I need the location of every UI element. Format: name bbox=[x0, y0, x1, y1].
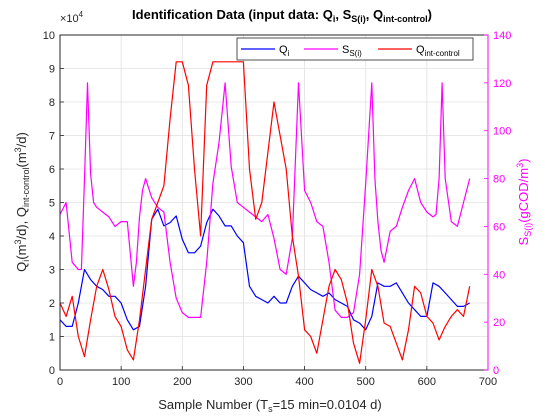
x-tick-label: 200 bbox=[173, 376, 191, 388]
x-tick-label: 700 bbox=[479, 376, 497, 388]
y-left-tick-label: 2 bbox=[49, 298, 55, 310]
title-prefix: Identification Data (input data: Q bbox=[132, 7, 333, 22]
y-right-tick-label: 0 bbox=[493, 365, 499, 377]
legend-box bbox=[236, 37, 474, 61]
legend-label-qi: Qi bbox=[279, 44, 290, 58]
legend: Qi SS(i) Qint-control bbox=[236, 37, 474, 61]
ylabel-left-p4: (m bbox=[14, 152, 29, 167]
x-tick-label: 400 bbox=[295, 376, 313, 388]
title-sub3: int-control bbox=[383, 14, 428, 24]
ylabel-right-p3: ) bbox=[516, 159, 531, 163]
chart-title: Identification Data (input data: Qi, SS(… bbox=[132, 7, 432, 24]
y-left-tick-label: 5 bbox=[49, 198, 55, 210]
title-suffix: ) bbox=[428, 7, 432, 22]
y-left-tick-label: 9 bbox=[49, 64, 55, 76]
y-right-tick-label: 80 bbox=[493, 174, 505, 186]
y-left-tick-label: 4 bbox=[49, 231, 55, 243]
title-sub2: S(i) bbox=[351, 14, 366, 24]
legend-qint-sub: int-control bbox=[425, 49, 460, 58]
xlabel-suffix: =15 min=0.0104 d) bbox=[273, 397, 382, 412]
series-ss-line bbox=[59, 82, 471, 318]
legend-qint-main: Q bbox=[416, 44, 425, 56]
ylabel-right-p1: S bbox=[516, 236, 531, 245]
legend-qi-main: Q bbox=[279, 44, 288, 56]
y-left-tick-label: 10 bbox=[43, 30, 55, 42]
x-tick-label: 0 bbox=[57, 376, 63, 388]
y-left-tick-label: 3 bbox=[49, 265, 55, 277]
legend-ss-main: S bbox=[342, 44, 349, 56]
legend-ss-sub: S(i) bbox=[349, 49, 362, 58]
title-sub1: i bbox=[333, 14, 336, 24]
y-axis-label-left: Qi(m3/d), Qint-control(m3/d) bbox=[13, 132, 31, 272]
legend-label-ss: SS(i) bbox=[342, 44, 362, 58]
x-tick-label: 600 bbox=[418, 376, 436, 388]
ylabel-left-p3: /d), Q bbox=[14, 207, 29, 240]
x-axis-label: Sample Number (Ts=15 min=0.0104 d) bbox=[158, 397, 381, 414]
y-right-tick-label: 20 bbox=[493, 317, 505, 329]
y-left-tick-label: 1 bbox=[49, 332, 55, 344]
ylabel-left-p2: (m bbox=[14, 245, 29, 260]
y-left-tick-label: 8 bbox=[49, 97, 55, 109]
title-mid1: , S bbox=[335, 7, 351, 22]
y-left-tick-label: 7 bbox=[49, 131, 55, 143]
legend-label-qint: Qint-control bbox=[416, 44, 460, 58]
ylabel-left-s1: i bbox=[21, 260, 31, 262]
series-group bbox=[59, 61, 471, 364]
series-qi-line bbox=[59, 208, 470, 331]
grid bbox=[59, 34, 489, 371]
ylabel-left-s2: int-control bbox=[21, 168, 31, 208]
y-right-tick-label: 100 bbox=[493, 126, 511, 138]
legend-qi-sub: i bbox=[288, 49, 290, 58]
left-axis-exponent: ×104 bbox=[60, 10, 84, 25]
xlabel-prefix: Sample Number (T bbox=[158, 397, 268, 412]
exponent-base: ×10 bbox=[60, 13, 79, 25]
y-axis-label-right: SS(i)(gCOD/m3) bbox=[515, 159, 533, 246]
y-left-tick-label: 6 bbox=[49, 164, 55, 176]
y-right-tick-label: 40 bbox=[493, 269, 505, 281]
exponent-power: 4 bbox=[79, 10, 84, 19]
ylabel-left-p5: /d) bbox=[14, 132, 29, 147]
ylabel-right-e1: 3 bbox=[515, 163, 525, 168]
x-tick-label: 100 bbox=[112, 376, 130, 388]
y-right-tick-label: 60 bbox=[493, 221, 505, 233]
y-right-tick-label: 140 bbox=[493, 30, 511, 42]
x-tick-label: 300 bbox=[234, 376, 252, 388]
x-tick-label: 500 bbox=[357, 376, 375, 388]
series-qint-line bbox=[59, 61, 471, 364]
ylabel-left-p1: Q bbox=[14, 262, 29, 272]
y-left-tick-label: 0 bbox=[49, 365, 55, 377]
ticks: 0 100 200 300 400 500 600 700012345678910020406… bbox=[43, 30, 512, 388]
ylabel-left-e1: 3 bbox=[13, 240, 23, 245]
ylabel-left-e2: 3 bbox=[13, 147, 23, 152]
xlabel-sub: s bbox=[268, 404, 273, 414]
y-right-tick-label: 120 bbox=[493, 78, 511, 90]
ylabel-right-p2: (gCOD/m bbox=[516, 168, 531, 223]
ylabel-right-s1: S(i) bbox=[523, 223, 533, 237]
title-mid2: , Q bbox=[366, 7, 383, 22]
